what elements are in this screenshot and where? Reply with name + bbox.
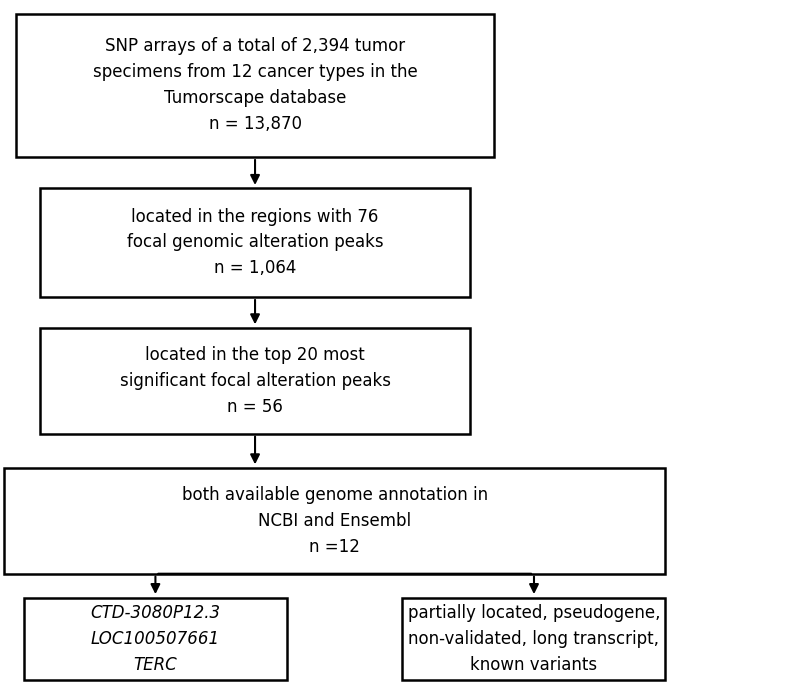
Text: partially located, pseudogene,: partially located, pseudogene, (408, 604, 660, 622)
Text: n = 1,064: n = 1,064 (214, 260, 296, 277)
FancyBboxPatch shape (24, 598, 287, 680)
Text: SNP arrays of a total of 2,394 tumor: SNP arrays of a total of 2,394 tumor (105, 38, 405, 55)
FancyBboxPatch shape (40, 328, 470, 434)
Text: located in the regions with 76: located in the regions with 76 (132, 208, 379, 225)
Text: LOC100507661: LOC100507661 (91, 630, 220, 647)
Text: NCBI and Ensembl: NCBI and Ensembl (258, 512, 411, 530)
FancyBboxPatch shape (16, 14, 494, 157)
FancyBboxPatch shape (402, 598, 665, 680)
Text: n = 56: n = 56 (227, 398, 283, 416)
Text: TERC: TERC (134, 656, 177, 673)
Text: CTD-3080P12.3: CTD-3080P12.3 (90, 604, 221, 622)
Text: n =12: n =12 (309, 538, 360, 556)
FancyBboxPatch shape (4, 468, 665, 574)
Text: Tumorscape database: Tumorscape database (164, 89, 346, 107)
Text: focal genomic alteration peaks: focal genomic alteration peaks (127, 234, 383, 251)
Text: significant focal alteration peaks: significant focal alteration peaks (120, 372, 391, 390)
Text: known variants: known variants (470, 656, 598, 673)
Text: both available genome annotation in: both available genome annotation in (182, 486, 488, 504)
Text: non-validated, long transcript,: non-validated, long transcript, (409, 630, 659, 647)
FancyBboxPatch shape (40, 188, 470, 297)
Text: located in the top 20 most: located in the top 20 most (145, 346, 365, 364)
Text: n = 13,870: n = 13,870 (209, 115, 301, 133)
Text: specimens from 12 cancer types in the: specimens from 12 cancer types in the (92, 64, 418, 81)
